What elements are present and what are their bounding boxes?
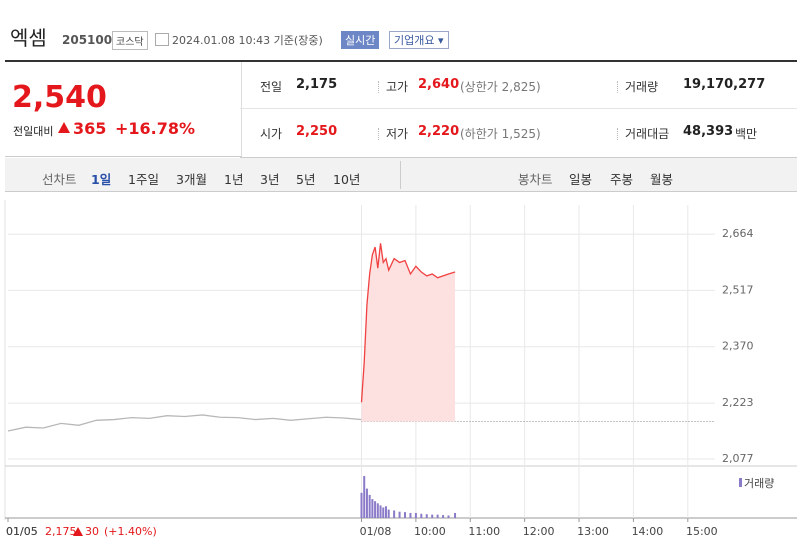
- time: 2024.01.08 10:43 기준(장중): [172, 34, 323, 47]
- tab[interactable]: 3개월: [176, 172, 207, 187]
- tab[interactable]: 1년: [224, 172, 244, 187]
- line: [7, 414, 362, 432]
- footer-date: 01/05: [6, 525, 38, 538]
- stat-sep: [617, 128, 618, 140]
- tab-divider: [400, 161, 401, 189]
- stat-label: 고가: [386, 80, 409, 94]
- y-tick-label: 2,223: [722, 396, 754, 409]
- x-tick-label: 15:00: [686, 525, 718, 538]
- stats-box: [240, 108, 797, 158]
- volume-bar: [360, 492, 363, 518]
- stat-value: 2,220: [418, 124, 460, 139]
- tab[interactable]: 일봉: [569, 172, 593, 187]
- volume-bar: [384, 506, 387, 518]
- volume-bar: [363, 476, 366, 518]
- volume-bar: [365, 488, 368, 518]
- change: 365: [73, 119, 107, 138]
- stat-label: 저가: [386, 127, 409, 141]
- current-price: 2,540: [12, 80, 107, 115]
- x-tick-label: 14:00: [632, 525, 664, 538]
- volume-bar: [409, 512, 412, 518]
- stat-value: 19,170,277: [683, 77, 766, 92]
- volume-bar: [454, 512, 457, 518]
- up-arrow: [58, 122, 70, 133]
- volume-bar: [442, 515, 445, 518]
- volume-bar: [379, 505, 382, 518]
- realtime[interactable]: 실시간: [341, 31, 380, 49]
- y-tick-label: 2,370: [722, 340, 754, 353]
- volume-bar: [374, 501, 377, 518]
- stat-unit: 백만: [735, 127, 758, 141]
- stock-name: 엑셈: [10, 26, 47, 50]
- calendar-icon: [155, 33, 169, 46]
- volume-bar: [404, 512, 407, 518]
- line: [360, 243, 456, 403]
- volume-bar: [393, 510, 396, 518]
- tab[interactable]: 10년: [333, 172, 361, 187]
- stat-value: 48,393: [683, 124, 734, 139]
- x-tick-label: 01/08: [360, 525, 392, 538]
- footer-price: 2,175: [45, 525, 77, 538]
- stat-label: 거래량: [625, 80, 659, 94]
- stat-value: 2,250: [296, 124, 338, 139]
- divider: [5, 60, 797, 62]
- volume-bar: [368, 494, 371, 518]
- volume-bar: [431, 514, 434, 518]
- stat-extra: (하한가 1,525): [460, 127, 541, 141]
- volume-bar: [376, 503, 379, 518]
- footer-arrow: [73, 527, 83, 536]
- stat-sep: [378, 128, 379, 140]
- tab[interactable]: 월봉: [650, 172, 674, 187]
- y-tick-label: 2,664: [722, 227, 754, 240]
- overview-button[interactable]: 기업개요 ▾: [389, 31, 449, 49]
- stat-label: 전일: [260, 80, 283, 94]
- tab[interactable]: 3년: [260, 172, 280, 187]
- footer-rate: (+1.40%): [104, 525, 157, 538]
- change-label: 전일대비: [13, 125, 54, 138]
- market: 코스닥: [112, 31, 148, 50]
- y-tick-label: 2,517: [722, 283, 754, 296]
- x-tick-label: 12:00: [523, 525, 555, 538]
- tab[interactable]: 5년: [296, 172, 316, 187]
- stat-label: 시가: [260, 127, 283, 141]
- candle-chart-label: 봉차트: [518, 172, 553, 187]
- volume-bar: [398, 511, 401, 518]
- stock-code: 205100: [62, 33, 113, 47]
- area: [361, 243, 456, 422]
- y-tick-label: 2,077: [722, 452, 754, 465]
- tab-bar: [5, 158, 797, 192]
- volume-legend: 거래량: [744, 477, 774, 490]
- tab[interactable]: 주봉: [610, 172, 634, 187]
- stat-sep: [378, 81, 379, 93]
- stat-sep: [617, 81, 618, 93]
- line-chart-label: 선차트: [42, 172, 77, 187]
- x-tick-label: 10:00: [414, 525, 446, 538]
- volume-bar: [382, 507, 385, 518]
- tab[interactable]: 1일: [91, 172, 112, 187]
- volume-bar: [420, 513, 423, 518]
- overview-text: 기업개요: [394, 34, 435, 47]
- volume-bar: [371, 499, 374, 518]
- volume-legend-icon: [739, 478, 742, 487]
- volume-bar: [414, 512, 417, 518]
- stat-label: 거래대금: [625, 127, 670, 141]
- stat-value: 2,175: [296, 77, 338, 92]
- volume-bar: [447, 515, 450, 518]
- change-rate: +16.78%: [115, 119, 196, 138]
- tab[interactable]: 1주일: [128, 172, 159, 187]
- x-tick-label: 13:00: [577, 525, 609, 538]
- footer-change: 30: [85, 525, 99, 538]
- stat-extra: (상한가 2,825): [460, 80, 541, 94]
- volume-bar: [387, 509, 390, 518]
- price-box: [5, 62, 242, 157]
- x-tick-label: 11:00: [468, 525, 500, 538]
- stat-value: 2,640: [418, 77, 460, 92]
- x-tick-label: 01/05: [6, 525, 38, 538]
- volume-bar: [436, 514, 439, 518]
- volume-bar: [425, 514, 428, 518]
